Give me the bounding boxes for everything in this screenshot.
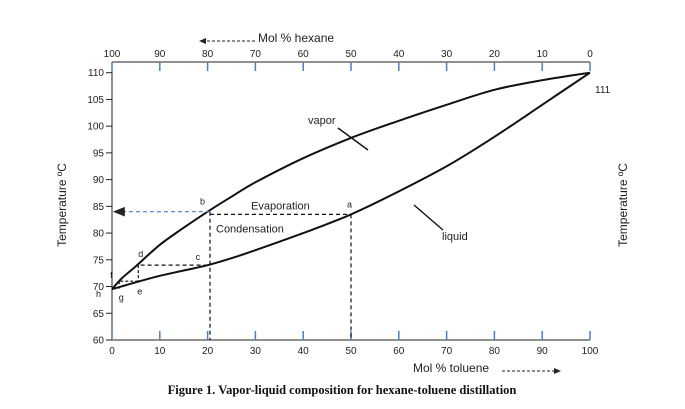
x-tick-label-bottom: 0: [109, 346, 115, 357]
y-tick-label: 90: [93, 175, 105, 186]
point-label-c: c: [196, 252, 201, 262]
point-label-e: e: [137, 286, 142, 296]
end-point-label: 111: [595, 85, 611, 96]
liquid-curve: [111, 71, 591, 291]
x-tick-label-bottom: 70: [441, 346, 453, 357]
x-tick-label-bottom: 10: [154, 346, 166, 357]
y-tick-label: 60: [93, 336, 105, 347]
y-tick-label: 95: [93, 148, 105, 159]
y-tick-label: 65: [93, 309, 105, 320]
x-axis-top-title: Mol % hexane: [258, 31, 334, 45]
x-tick-label-top: 80: [202, 49, 214, 60]
y-tick-label: 105: [87, 95, 104, 106]
x-tick-label-top: 0: [587, 49, 593, 60]
x-tick-label-top: 20: [489, 49, 501, 60]
x-tick-label-bottom: 30: [250, 346, 262, 357]
x-tick-label-bottom: 60: [393, 346, 405, 357]
x-tick-label-bottom: 80: [489, 346, 501, 357]
x-tick-label-top: 70: [250, 49, 262, 60]
point-label-g: g: [119, 293, 124, 303]
point-label-b: b: [200, 197, 205, 207]
x-tick-label-top: 100: [104, 49, 121, 60]
liquid-pointer: [413, 204, 444, 231]
evaporation-label: Evaporation: [251, 200, 310, 212]
y-tick-label: 85: [93, 202, 105, 213]
y-tick-label: 110: [88, 68, 104, 79]
x-tick-label-bottom: 90: [537, 346, 549, 357]
figure-caption: Figure 1. Vapor-liquid composition for h…: [168, 383, 517, 397]
x-tick-label-bottom: 20: [202, 346, 214, 357]
y-axis-right-title: Temperature ºC: [616, 163, 630, 247]
x-tick-label-bottom: 50: [345, 346, 357, 357]
x-axis-bottom-title: Mol % toluene: [413, 361, 489, 375]
point-label-h: h: [96, 289, 101, 299]
x-tick-label-bottom: 100: [582, 346, 599, 357]
x-tick-label-top: 60: [298, 49, 310, 60]
y-tick-label: 100: [87, 122, 104, 133]
point-label-d: d: [138, 249, 143, 259]
x-tick-label-top: 40: [393, 49, 405, 60]
x-tick-label-top: 90: [154, 49, 166, 60]
x-tick-label-top: 30: [441, 49, 453, 60]
liquid-label: liquid: [442, 231, 468, 243]
x-tick-label-top: 10: [537, 49, 549, 60]
x-tick-label-bottom: 40: [298, 346, 310, 357]
vapor-curve: [111, 71, 591, 290]
condensation-label: Condensation: [216, 223, 284, 235]
point-label-f: f: [110, 270, 113, 280]
x-tick-label-top: 50: [345, 49, 357, 60]
vapor-label: vapor: [308, 115, 336, 127]
y-tick-label: 80: [93, 229, 105, 240]
point-label-a: a: [347, 199, 352, 209]
y-axis-left-title: Temperature ºC: [55, 163, 69, 247]
y-tick-label: 70: [93, 282, 105, 293]
vapor-pointer: [337, 127, 369, 151]
y-tick-label: 75: [93, 255, 105, 266]
